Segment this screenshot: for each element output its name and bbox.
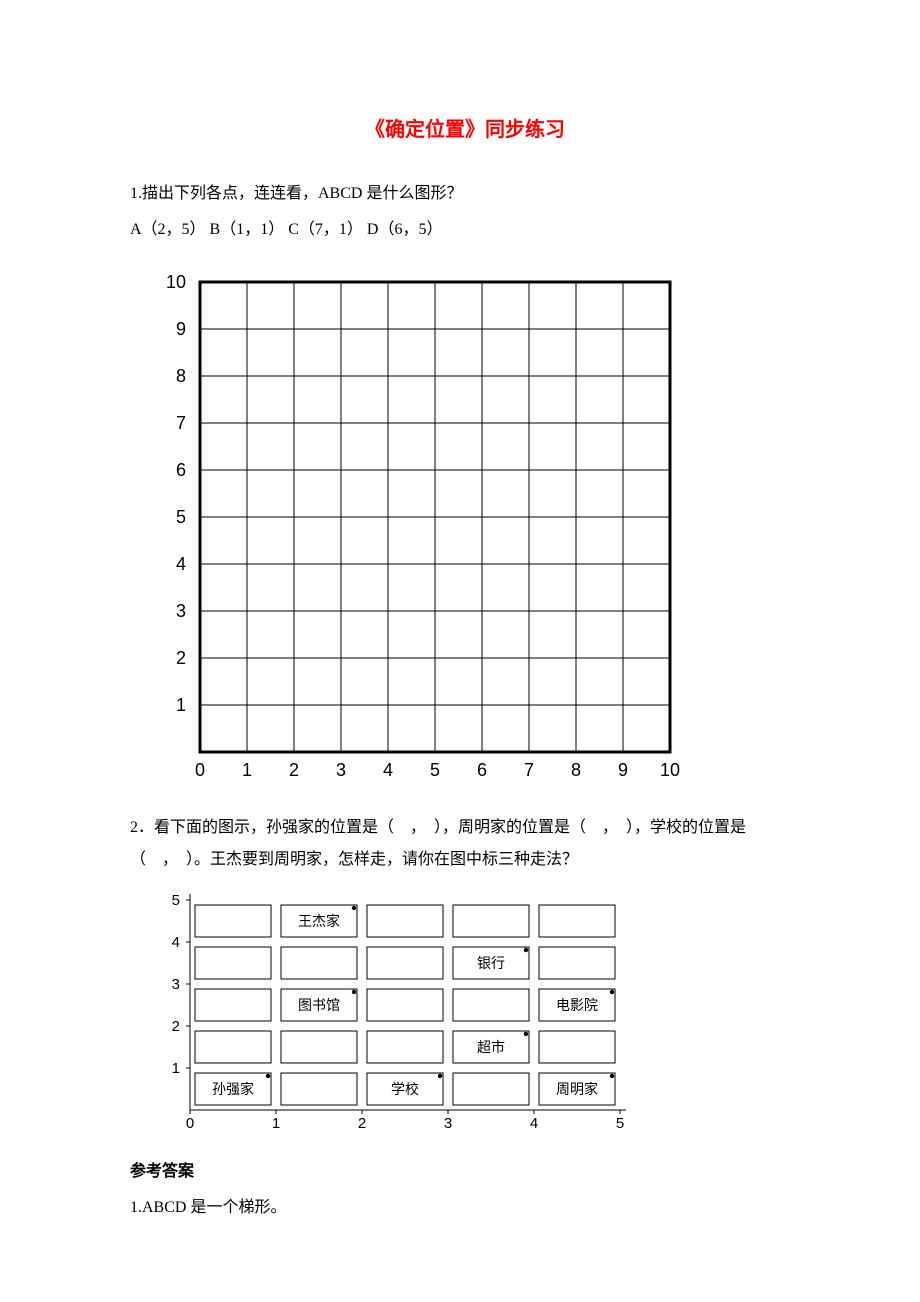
svg-text:3: 3 <box>172 976 180 993</box>
svg-text:银行: 银行 <box>477 956 505 972</box>
svg-text:5: 5 <box>176 507 186 527</box>
svg-text:3: 3 <box>444 1115 452 1132</box>
svg-text:0: 0 <box>195 760 205 780</box>
svg-text:孙强家: 孙强家 <box>212 1081 254 1098</box>
page-title: 《确定位置》同步练习 <box>130 110 800 150</box>
q1-points: A（2，5） B（1，1） C（7，1） D（6，5） <box>130 214 800 246</box>
answers-label: 参考答案 <box>130 1156 800 1188</box>
grid2-svg: 0 1 2 3 4 5 1 2 3 4 5 王杰家银行图书馆 电影院超市孙强家 学校 周明家 <box>138 884 638 1138</box>
q1-prompt: 1.描出下列各点，连连看，ABCD 是什么图形？ <box>130 178 800 210</box>
svg-text:10: 10 <box>660 760 680 780</box>
svg-text:图书馆: 图书馆 <box>298 998 340 1014</box>
svg-text:2: 2 <box>358 1115 366 1132</box>
svg-text:9: 9 <box>176 319 186 339</box>
svg-text:4: 4 <box>172 934 180 951</box>
answer-1: 1.ABCD 是一个梯形。 <box>130 1192 800 1224</box>
svg-text:1: 1 <box>242 760 252 780</box>
svg-text:8: 8 <box>571 760 581 780</box>
svg-text:学校: 学校 <box>391 1081 419 1098</box>
svg-text:7: 7 <box>524 760 534 780</box>
svg-text:6: 6 <box>477 760 487 780</box>
svg-text:8: 8 <box>176 366 186 386</box>
svg-text:5: 5 <box>172 892 180 909</box>
svg-text:2: 2 <box>172 1018 180 1035</box>
svg-text:1: 1 <box>272 1115 280 1132</box>
svg-text:4: 4 <box>530 1115 538 1132</box>
svg-text:5: 5 <box>616 1115 624 1132</box>
svg-text:超市: 超市 <box>477 1039 505 1056</box>
svg-text:3: 3 <box>176 601 186 621</box>
svg-text:5: 5 <box>430 760 440 780</box>
grid1-svg: 0 1 2 3 4 5 6 7 8 9 10 1 2 3 4 5 6 7 8 9 10 <box>138 254 698 794</box>
svg-text:9: 9 <box>618 760 628 780</box>
grid-chart-1: 0 1 2 3 4 5 6 7 8 9 10 1 2 3 4 5 6 7 8 9 10 <box>138 254 800 794</box>
svg-text:周明家: 周明家 <box>556 1081 598 1098</box>
svg-text:6: 6 <box>176 460 186 480</box>
svg-text:7: 7 <box>176 413 186 433</box>
svg-text:电影院: 电影院 <box>556 998 598 1014</box>
svg-text:10: 10 <box>166 272 186 292</box>
svg-text:1: 1 <box>176 695 186 715</box>
svg-text:2: 2 <box>289 760 299 780</box>
svg-text:王杰家: 王杰家 <box>298 913 340 930</box>
svg-text:0: 0 <box>186 1115 194 1132</box>
svg-text:1: 1 <box>172 1060 180 1077</box>
svg-text:4: 4 <box>176 554 186 574</box>
svg-text:3: 3 <box>336 760 346 780</box>
grid-chart-2: 0 1 2 3 4 5 1 2 3 4 5 王杰家银行图书馆 电影院超市孙强家 学校 周明家 <box>138 884 800 1138</box>
worksheet-page: 《确定位置》同步练习 1.描出下列各点，连连看，ABCD 是什么图形？ A（2，… <box>0 0 920 1302</box>
svg-text:2: 2 <box>176 648 186 668</box>
svg-text:4: 4 <box>383 760 393 780</box>
q2-text: 2．看下面的图示，孙强家的位置是（ ， ），周明家的位置是（ ， ），学校的位置… <box>130 812 800 876</box>
